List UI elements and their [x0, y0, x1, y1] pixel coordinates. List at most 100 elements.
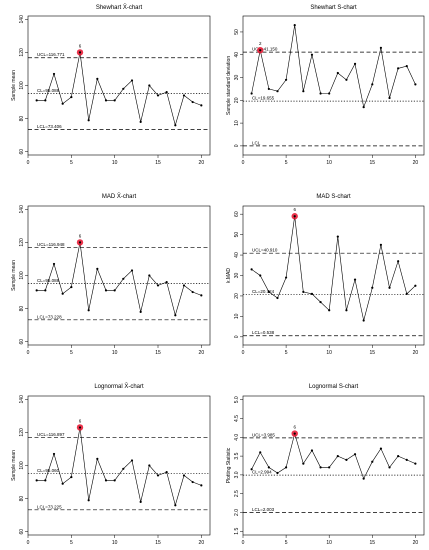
data-point	[276, 90, 279, 93]
series-line	[36, 52, 202, 127]
data-point	[200, 104, 203, 107]
x-tick-label: 0	[242, 160, 245, 166]
data-point	[362, 319, 365, 322]
y-tick-label: 140	[19, 205, 25, 214]
chart-panel-3: MAD X̄-chart 0 5 10 15 20 60 80 100 120 140 Sample …	[11, 193, 211, 356]
data-point	[78, 51, 82, 54]
x-tick-label: 10	[112, 160, 118, 166]
y-tick-label: 4.5	[234, 415, 240, 422]
chart-panel-5: Lognormal X̄-chart 0 5 10 15 20 60 80 100 120 140 S…	[11, 383, 211, 546]
x-tick-label: 10	[326, 350, 332, 356]
data-point	[113, 479, 116, 482]
data-point	[310, 449, 314, 452]
out-of-control-label: 6	[293, 425, 296, 430]
x-tick-label: 20	[199, 350, 205, 356]
data-point	[267, 466, 270, 469]
out-of-control-label: 2	[259, 41, 262, 46]
data-point	[44, 99, 47, 102]
data-point	[70, 475, 73, 479]
data-point	[122, 277, 125, 280]
x-tick-label: 5	[70, 540, 73, 546]
data-point	[310, 292, 314, 295]
data-point	[284, 466, 288, 469]
data-point	[156, 94, 160, 97]
data-point	[35, 99, 38, 102]
x-tick-label: 10	[326, 540, 332, 546]
x-tick-label: 0	[27, 350, 30, 356]
x-tick-label: 0	[27, 160, 30, 166]
y-tick-label: 60	[19, 149, 25, 155]
data-point	[250, 468, 253, 471]
data-point	[156, 474, 160, 477]
y-tick-label: 50	[234, 232, 240, 238]
data-point	[35, 479, 38, 482]
series-line	[36, 242, 202, 317]
data-point	[139, 500, 142, 504]
data-point	[353, 62, 357, 65]
data-point	[284, 276, 288, 279]
y-tick-label: 0	[234, 335, 240, 338]
x-tick-label: 15	[155, 160, 161, 166]
data-point	[371, 286, 374, 289]
data-point	[96, 457, 99, 460]
data-point	[397, 67, 400, 70]
data-point	[259, 451, 262, 454]
x-tick-label: 15	[155, 540, 161, 546]
data-point	[182, 94, 186, 97]
x-tick-label: 15	[370, 540, 376, 546]
plot-frame	[242, 15, 425, 156]
plot-frame	[27, 15, 211, 156]
series-line	[251, 216, 416, 321]
y-tick-label: 140	[19, 395, 25, 404]
y-tick-label: 60	[234, 211, 240, 217]
chart-panel-4: MAD S-chart 0 5 10 15 20 0 10 20 30 40 50 60 k.MAD UCL…	[226, 194, 425, 356]
plot-frame	[27, 395, 211, 536]
data-point	[388, 466, 391, 469]
data-point	[104, 479, 108, 482]
data-point	[302, 90, 305, 93]
x-tick-label: 5	[285, 350, 288, 356]
data-point	[328, 309, 331, 312]
y-axis-label: Sample mean	[11, 450, 17, 481]
data-point	[388, 286, 391, 289]
x-tick-label: 5	[70, 350, 73, 356]
y-tick-label: 4.0	[234, 434, 240, 441]
control-limit-label: LCL=73.225	[37, 504, 62, 509]
y-axis-label: Sample standard deviation	[226, 56, 232, 115]
y-tick-label: 120	[19, 48, 25, 57]
data-point	[319, 92, 322, 95]
data-point	[414, 462, 417, 465]
data-point	[174, 504, 177, 507]
data-point	[302, 290, 305, 293]
data-point	[405, 458, 408, 461]
y-tick-label: 140	[19, 15, 25, 24]
chart-panel-2: Shewhart S-chart 0 5 10 15 20 0 10 20 30 40 50 Sampl…	[226, 5, 425, 166]
data-point	[104, 289, 108, 292]
data-point	[182, 284, 186, 287]
y-axis-label: Plotting Statistic	[226, 447, 232, 483]
data-point	[328, 466, 331, 469]
data-point	[362, 477, 365, 480]
data-point	[328, 92, 331, 95]
data-point	[122, 467, 125, 470]
y-tick-label: 100	[19, 271, 25, 280]
data-point	[276, 471, 279, 475]
x-tick-label: 10	[112, 350, 118, 356]
data-point	[371, 460, 374, 463]
data-point	[61, 292, 64, 295]
control-limit-label: LCL=73.406	[37, 124, 62, 129]
data-point	[319, 300, 322, 304]
data-point	[35, 289, 38, 292]
data-point	[310, 53, 314, 56]
x-tick-label: 0	[242, 350, 245, 356]
data-point	[96, 267, 99, 270]
y-tick-label: 40	[234, 52, 240, 58]
data-point	[250, 92, 253, 95]
data-point	[78, 426, 82, 429]
y-tick-label: 80	[19, 116, 25, 122]
chart-panel-1: Shewhart X̄-chart 0 5 10 15 20 60 80 100 120 140 Sa…	[11, 4, 211, 166]
data-point	[191, 100, 194, 104]
y-tick-label: 5.0	[234, 396, 240, 403]
